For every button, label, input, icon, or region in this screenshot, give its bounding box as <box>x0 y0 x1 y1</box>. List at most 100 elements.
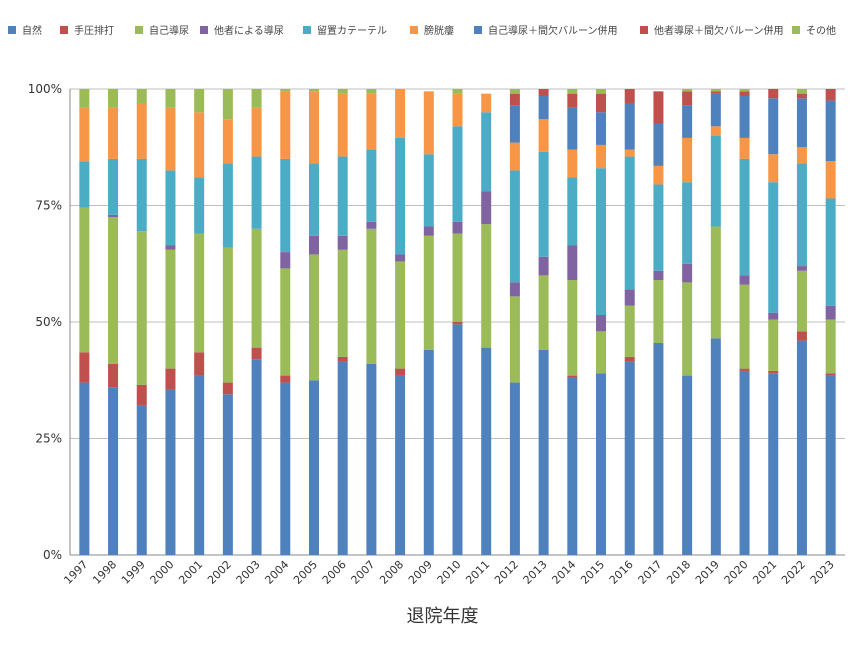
bar-segment <box>423 226 434 236</box>
bar-segment <box>768 319 779 371</box>
bar-segment <box>251 347 262 360</box>
bar-segment <box>567 377 578 555</box>
legend-swatch <box>410 25 418 34</box>
bar-segment <box>395 89 406 138</box>
bar-segment <box>308 380 319 555</box>
bar-segment <box>308 89 319 92</box>
bar-segment <box>509 296 520 383</box>
x-tick-label: 2015 <box>578 558 607 587</box>
bar-segment <box>739 368 750 371</box>
bar-segment <box>337 156 348 236</box>
bar-segment <box>79 352 90 383</box>
x-axis-title: 退院年度 <box>407 606 479 627</box>
bar-segment <box>251 156 262 229</box>
bar-segment <box>825 373 836 376</box>
bar-segment <box>222 119 233 164</box>
bar-segment <box>825 305 836 320</box>
bar-segment <box>481 112 492 192</box>
bar-segment <box>739 158 750 276</box>
bar-segment <box>108 214 119 218</box>
bar-segment <box>108 107 119 159</box>
bar-segment <box>165 249 176 369</box>
bar-segment <box>108 387 119 555</box>
legend-item: 自己導尿 <box>135 22 189 37</box>
bar-segment <box>567 177 578 246</box>
bar-segment <box>739 137 750 159</box>
bar-segment <box>452 93 463 127</box>
legend-item: 他者導尿＋間欠バルーン併用 <box>640 22 784 37</box>
bar-segment <box>280 375 291 383</box>
bar-segment <box>308 163 319 236</box>
bar-segment <box>251 359 262 555</box>
bar-segment <box>567 107 578 150</box>
bar-segment <box>624 89 635 103</box>
bar-segment <box>79 207 90 353</box>
bar-segment <box>796 163 807 267</box>
x-tick-label: 1999 <box>119 558 148 587</box>
bar-segment <box>624 305 635 357</box>
bar-segment <box>653 280 664 343</box>
y-tick-label: 75% <box>35 199 62 213</box>
bar-segment <box>825 319 836 374</box>
legend-label: 他者導尿＋間欠バルーン併用 <box>654 26 784 37</box>
x-tick-label: 2012 <box>492 558 521 587</box>
bar-segment <box>136 384 147 406</box>
bar-segment <box>222 163 233 248</box>
bar-segment <box>452 322 463 325</box>
legend-label: 自然 <box>22 26 42 37</box>
bar-segment <box>825 198 836 306</box>
bar-segment <box>596 168 607 316</box>
bar-segment <box>366 228 377 364</box>
x-tick-label: 2021 <box>750 558 779 587</box>
bar-segment <box>653 270 664 281</box>
bar-segment <box>739 89 750 92</box>
legend-item: 他者による導尿 <box>200 22 284 37</box>
bar-segment <box>337 235 348 250</box>
bar-segment <box>538 275 549 350</box>
bar-segment <box>596 93 607 113</box>
legend-swatch <box>640 25 648 34</box>
bar-segment <box>796 331 807 341</box>
x-tick-label: 2017 <box>636 558 665 587</box>
bar-segment <box>251 107 262 157</box>
bar-segment <box>165 368 176 390</box>
bar-segment <box>509 93 520 106</box>
bar-segment <box>538 95 549 120</box>
legend-swatch <box>474 25 482 34</box>
bar-segment <box>538 151 549 257</box>
x-tick-label: 2016 <box>607 558 636 587</box>
bar-segment <box>653 91 664 124</box>
bar-segment <box>796 270 807 332</box>
bar-segment <box>136 102 147 159</box>
x-tick-label: 2009 <box>406 558 435 587</box>
bar-segment <box>395 375 406 555</box>
bar-segment <box>682 282 693 376</box>
bar-segment <box>653 165 664 185</box>
bar-segment <box>596 112 607 145</box>
bar-segment <box>108 158 119 215</box>
bar-segment <box>423 91 434 155</box>
x-tick-label: 1997 <box>61 558 90 587</box>
bar-segment <box>768 312 779 320</box>
bar-segment <box>768 182 779 313</box>
bar-segment <box>452 233 463 322</box>
bar-segment <box>165 245 176 250</box>
bar-segment <box>108 89 119 108</box>
y-tick-label: 0% <box>43 548 62 562</box>
bar-segment <box>452 126 463 222</box>
bar-segment <box>710 135 721 227</box>
y-tick-label: 25% <box>35 432 62 446</box>
bar-segment <box>222 394 233 555</box>
bar-segment <box>796 266 807 271</box>
bar-segment <box>768 89 779 99</box>
x-tick-label: 1998 <box>90 558 119 587</box>
legend-item: 自然 <box>8 22 42 37</box>
legend-item: 自己導尿＋間欠バルーン併用 <box>474 22 618 37</box>
bar-segment <box>567 89 578 94</box>
bar-segment <box>739 275 750 285</box>
bar-segment <box>280 158 291 253</box>
legend-swatch <box>792 25 800 34</box>
bar-segment <box>796 340 807 555</box>
bar-segment <box>194 177 205 234</box>
legend-item: その他 <box>792 22 836 37</box>
